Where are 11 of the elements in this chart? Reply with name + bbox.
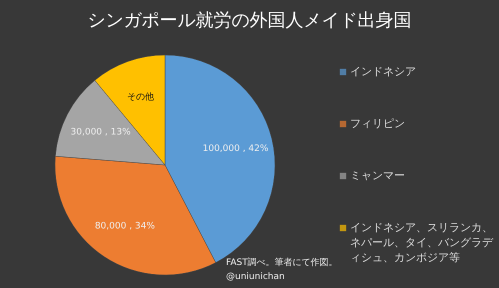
legend-label: フィリピン [350, 117, 405, 130]
data-label: 80,000 , 34% [94, 222, 156, 232]
legend-label: ミャンマー [350, 169, 405, 182]
text: @uniunichan [226, 272, 285, 282]
legend-label: インドネシア [350, 65, 416, 78]
legend-label: インドネシア、スリランカ、ネパール、タイ、バングラディシュ、カンボジア等 [350, 221, 494, 264]
data-label: 30,000 , 13% [70, 128, 132, 138]
text: FAST調べ。筆者にて作図。 [226, 257, 338, 268]
chart-title: シンガポール就労の外国人メイド出身国 [88, 10, 412, 31]
data-label: 100,000 , 42% [202, 144, 269, 154]
data-label: その他 [126, 92, 154, 103]
